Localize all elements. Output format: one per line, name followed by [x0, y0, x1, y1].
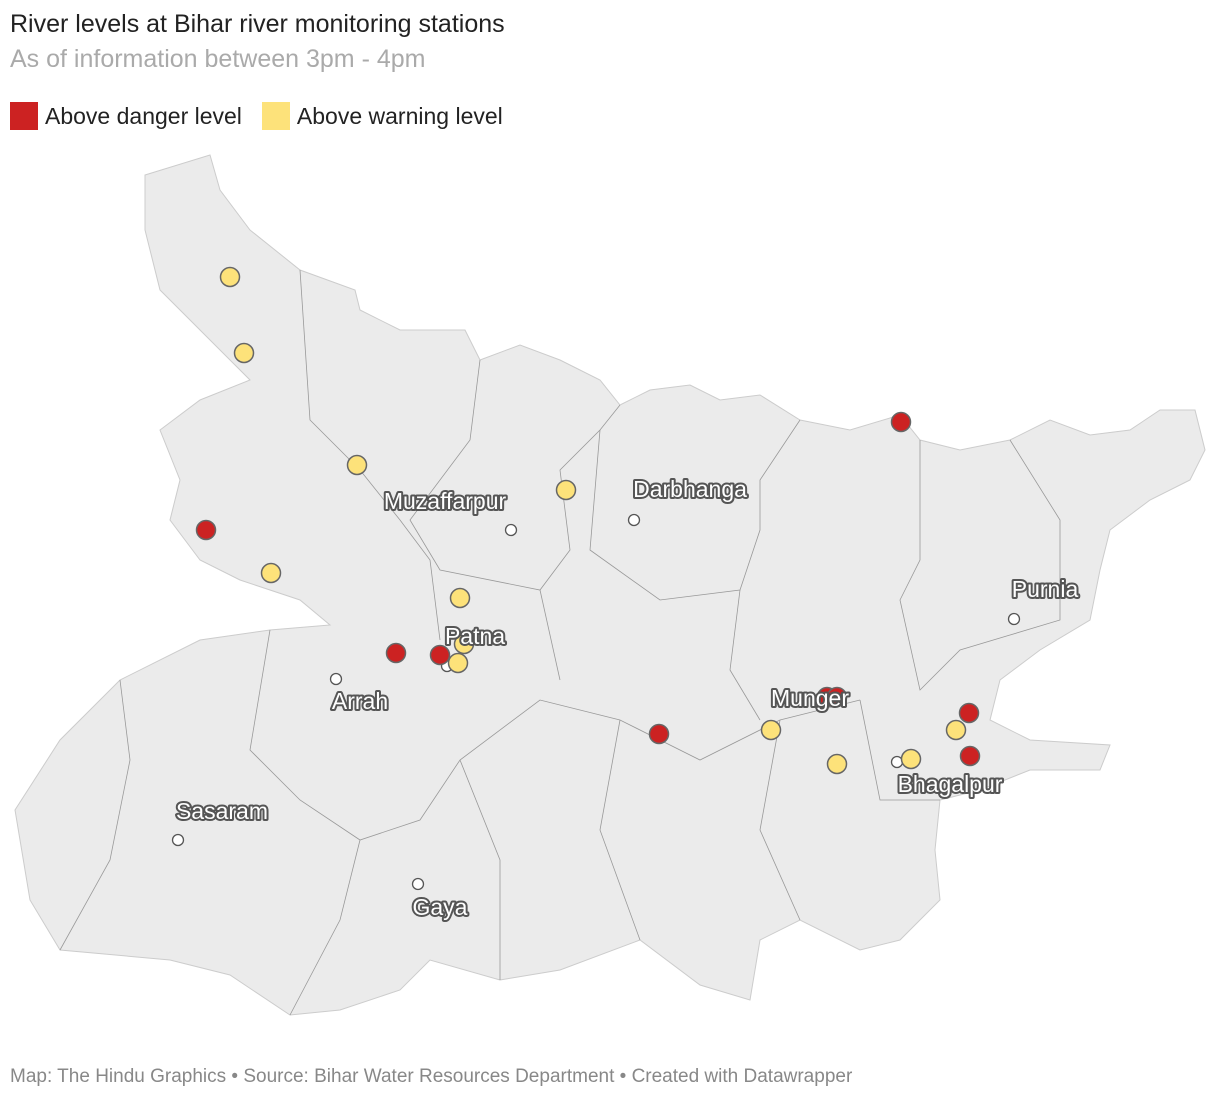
station-marker — [900, 748, 922, 770]
city-label: Arrah — [332, 688, 388, 714]
city-dot — [411, 877, 425, 891]
legend: Above danger level Above warning level — [10, 102, 503, 130]
station-marker — [449, 587, 471, 609]
station-marker — [945, 719, 967, 741]
city-label: Sasaram — [176, 798, 268, 824]
station-marker — [260, 562, 282, 584]
city-label: Munger — [771, 685, 849, 711]
city-dot — [1007, 612, 1021, 626]
city-dot — [171, 833, 185, 847]
station-marker — [385, 642, 407, 664]
station-marker — [233, 342, 255, 364]
station-marker — [429, 644, 451, 666]
station-marker — [453, 633, 475, 655]
station-marker — [826, 686, 848, 708]
legend-label: Above warning level — [296, 102, 503, 129]
city-dot — [504, 523, 518, 537]
subtitle: As of information between 3pm - 4pm — [10, 45, 426, 73]
city-label: Purnia — [1012, 576, 1079, 602]
legend-label: Above danger level — [45, 102, 242, 129]
city-label: Darbhanga — [633, 476, 747, 502]
station-marker — [346, 454, 368, 476]
city-label: Patna — [445, 623, 505, 649]
city-dot — [329, 672, 343, 686]
station-marker — [760, 719, 782, 741]
station-marker — [890, 411, 912, 433]
footer: Map: The Hindu Graphics • Source: Bihar … — [10, 1066, 853, 1087]
city-label: Gaya — [413, 894, 468, 920]
title: River levels at Bihar river monitoring s… — [10, 10, 505, 38]
station-marker — [959, 745, 981, 767]
city-label: Bhagalpur — [898, 771, 1003, 797]
legend-item: Above danger level — [10, 102, 242, 130]
city-dot — [627, 513, 641, 527]
station-marker — [648, 723, 670, 745]
station-marker — [219, 266, 241, 288]
station-marker — [958, 702, 980, 724]
city-label: Muzaffarpur — [384, 488, 507, 514]
station-marker — [555, 479, 577, 501]
district-borders — [59, 269, 1061, 1016]
station-marker — [826, 753, 848, 775]
legend-swatch — [261, 102, 290, 130]
station-marker — [447, 652, 469, 674]
legend-item: Above warning level — [261, 102, 503, 130]
station-marker — [195, 519, 217, 541]
legend-swatch — [10, 102, 38, 130]
